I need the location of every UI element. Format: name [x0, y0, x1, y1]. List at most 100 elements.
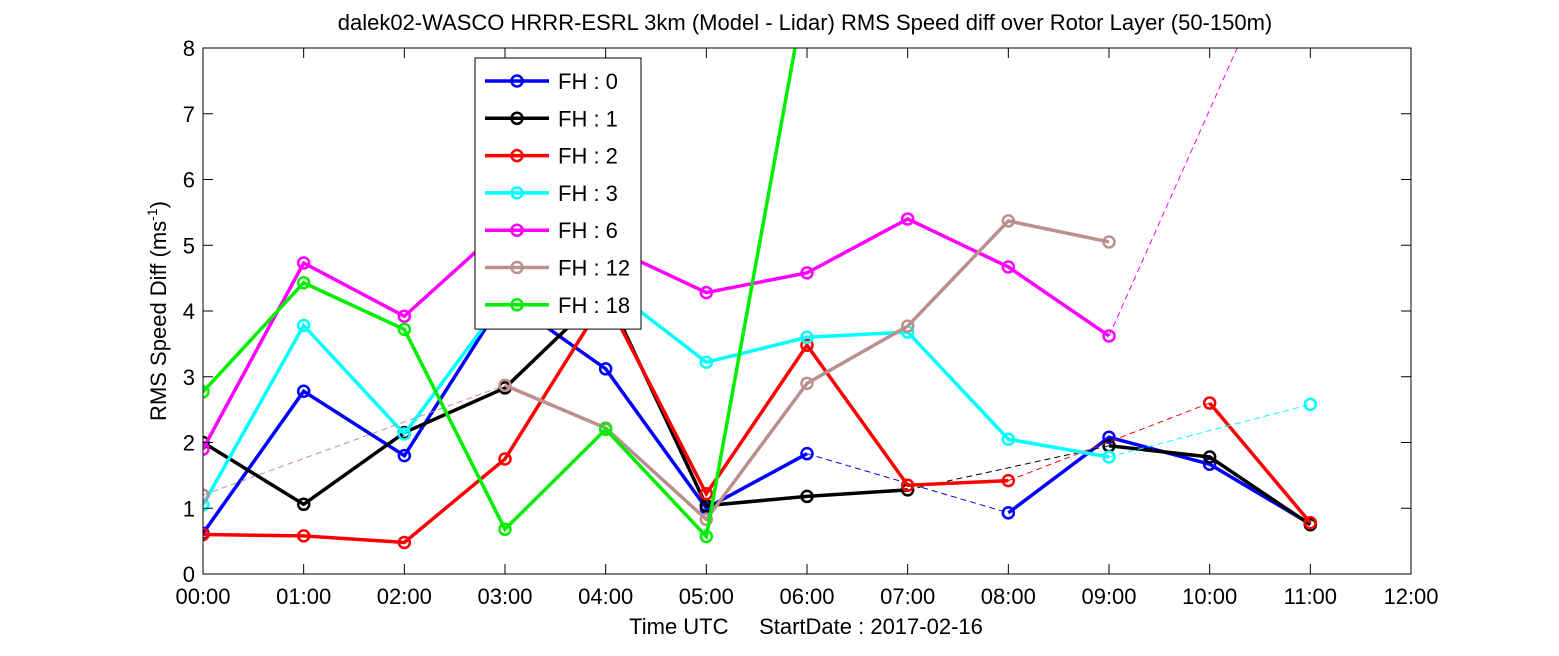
data-point-fh-3	[296, 318, 311, 333]
x-tick-label: 00:00	[175, 584, 230, 609]
y-tick-label: 7	[183, 102, 195, 127]
x-tick-label: 05:00	[679, 584, 734, 609]
data-point-fh-6	[1001, 260, 1016, 274]
data-point-fh-6	[203, 442, 210, 456]
data-point-fh-2	[498, 452, 512, 466]
data-point-fh-18	[598, 422, 613, 437]
data-point-fh-6	[296, 256, 311, 270]
data-point-fh-2	[800, 338, 814, 352]
y-tick-label: 8	[183, 36, 195, 61]
legend-swatch-marker	[510, 223, 524, 237]
data-point-fh-0	[1102, 430, 1116, 444]
data-point-fh-2	[699, 487, 714, 501]
y-axis-label-superscript: -1	[144, 208, 160, 221]
data-point-fh-18	[699, 529, 714, 544]
data-point-fh-2	[900, 478, 915, 492]
series-line-fh-18	[203, 48, 797, 541]
series-layer	[203, 48, 1318, 550]
data-point-fh-3	[1303, 397, 1318, 412]
x-tick-label: 01:00	[276, 584, 331, 609]
series-gap-connector-fh-2	[1008, 402, 1210, 482]
data-point-fh-12	[699, 512, 714, 527]
legend-swatch-marker	[510, 148, 524, 163]
x-tick-label: 06:00	[779, 584, 834, 609]
data-point-fh-12	[800, 376, 814, 391]
series-gap-connector-fh-12	[203, 384, 506, 496]
data-point-fh-2	[296, 529, 311, 543]
data-point-fh-3	[699, 355, 714, 370]
data-point-fh-3	[203, 498, 210, 512]
series-line-fh-3	[203, 282, 1110, 506]
x-tick-label: 07:00	[880, 584, 935, 609]
x-tick-label: 10:00	[1182, 584, 1237, 609]
data-point-fh-12	[900, 319, 915, 333]
data-point-fh-2	[203, 527, 210, 542]
data-point-fh-1	[800, 489, 814, 504]
legend-swatch-marker	[510, 260, 524, 275]
data-point-fh-0	[1001, 506, 1016, 520]
data-point-fh-6	[1102, 329, 1116, 343]
legend-label: FH : 12	[558, 256, 630, 281]
chart-title: dalek02-WASCO HRRR-ESRL 3km (Model - Lid…	[338, 10, 1273, 35]
legend-swatch-marker	[510, 111, 524, 126]
legend-label: FH : 0	[558, 69, 618, 94]
x-tick-label: 12:00	[1383, 584, 1438, 609]
y-tick-label: 1	[183, 496, 195, 521]
series-line-fh-2	[1208, 401, 1312, 524]
legend-swatch-marker	[510, 74, 524, 88]
legend-label: FH : 6	[558, 218, 618, 243]
y-axis-label-main: RMS Speed Diff (ms	[146, 221, 171, 421]
data-point-fh-18	[296, 275, 311, 290]
legend-swatch-marker	[510, 186, 524, 200]
y-tick-label: 0	[183, 562, 195, 587]
legend-swatch-marker	[510, 298, 524, 312]
y-tick-label: 2	[183, 431, 195, 456]
legend-label: FH : 2	[558, 144, 618, 169]
data-point-fh-6	[699, 285, 714, 300]
data-point-fh-6	[900, 212, 915, 226]
data-point-fh-6	[397, 309, 412, 324]
data-point-fh-12	[498, 378, 512, 393]
series-line-fh-1	[1108, 444, 1312, 527]
data-point-fh-1	[296, 497, 311, 512]
y-tick-label: 3	[183, 365, 195, 390]
x-tick-label: 09:00	[1081, 584, 1136, 609]
y-tick-label: 5	[183, 233, 195, 258]
data-point-fh-1	[1202, 450, 1217, 464]
y-axis-label: RMS Speed Diff (ms-1)	[144, 201, 171, 421]
data-point-fh-0	[397, 448, 412, 463]
data-point-fh-18	[498, 522, 512, 537]
data-point-fh-0	[598, 362, 613, 376]
data-point-fh-12	[203, 488, 210, 502]
x-tick-label: 04:00	[578, 584, 633, 609]
data-point-fh-3	[800, 330, 814, 345]
data-point-fh-3	[1102, 450, 1116, 464]
data-point-fh-6	[800, 266, 814, 280]
data-point-fh-18	[397, 322, 412, 337]
x-axis-label: Time UTC StartDate : 2017-02-16	[629, 614, 983, 639]
legend-label: FH : 3	[558, 181, 618, 206]
data-point-fh-18	[203, 385, 210, 399]
x-tick-label: 08:00	[981, 584, 1036, 609]
data-point-fh-2	[1303, 515, 1318, 530]
legend: FH : 0 FH : 1 FH : 2 FH : 3 FH : 6 FH : 12 FH …	[474, 57, 642, 330]
data-point-fh-2	[1001, 473, 1016, 488]
data-point-fh-3	[1001, 432, 1016, 446]
x-tick-label: 11:00	[1284, 584, 1337, 609]
series-line-fh-6	[203, 216, 1110, 450]
legend-label: FH : 18	[558, 293, 630, 318]
x-tick-label: 02:00	[377, 584, 432, 609]
data-point-fh-0	[800, 446, 814, 461]
data-point-fh-2	[397, 535, 412, 550]
y-tick-label: 4	[183, 299, 195, 324]
series-gap-connector-fh-3	[1108, 403, 1311, 458]
series-line-fh-1	[203, 288, 908, 508]
legend-label: FH : 1	[558, 106, 618, 131]
axes-layer: 00:00 01:00 02:00 03:00 04:00 05:00 06:00 07:00…	[175, 36, 1438, 609]
y-tick-label: 6	[183, 168, 195, 193]
series-gap-connector-fh-6	[1108, 48, 1238, 337]
data-point-fh-12	[1001, 214, 1016, 228]
x-tick-label: 03:00	[477, 584, 532, 609]
